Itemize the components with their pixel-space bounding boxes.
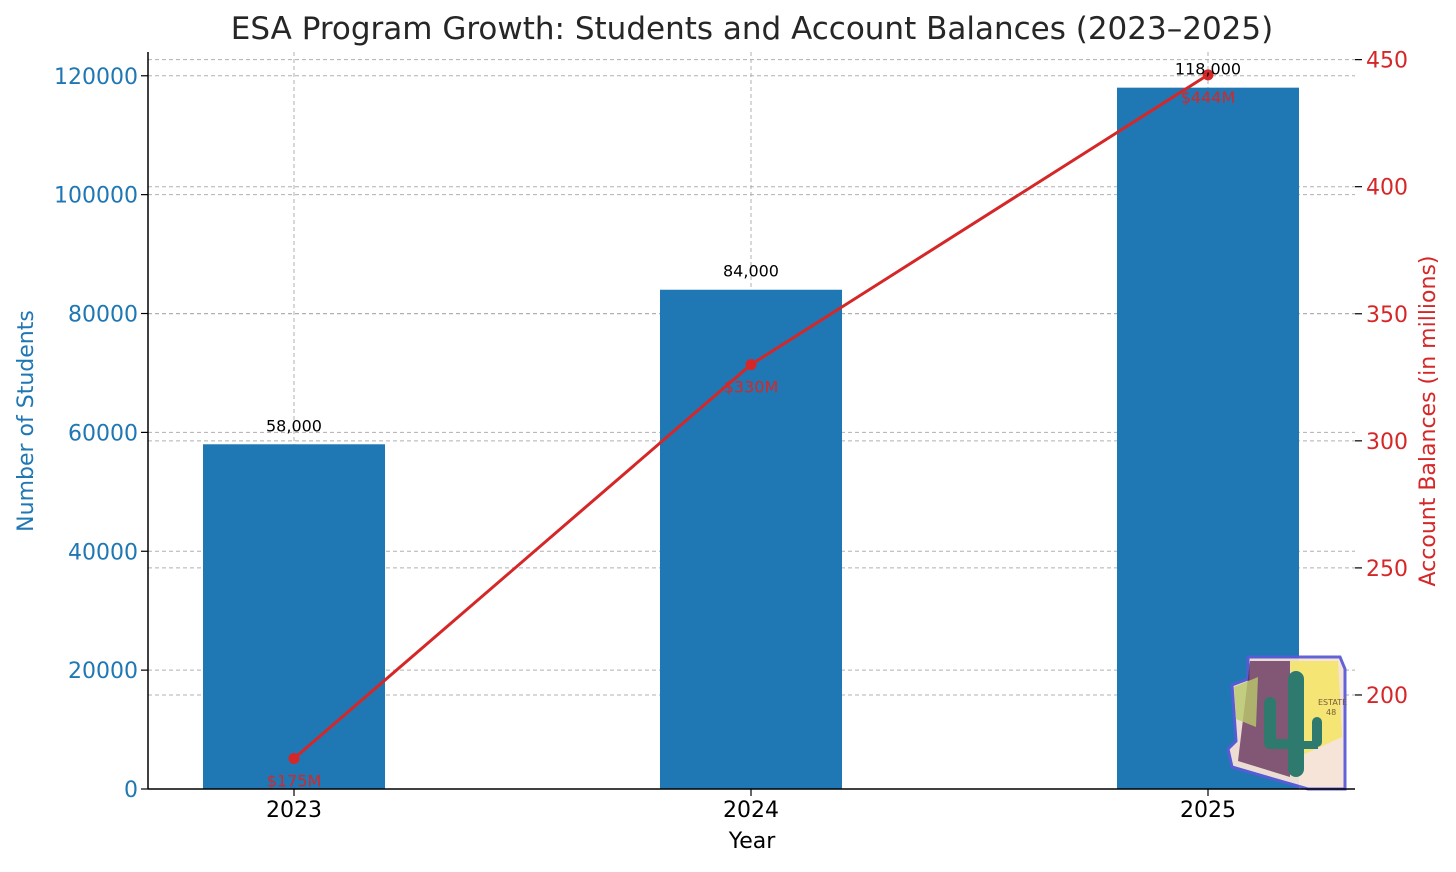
x-tick-label: 2023 [266,798,322,823]
cactus-trunk [1288,671,1304,777]
left-tick-label: 20000 [68,659,138,684]
logo-shape [1234,677,1258,727]
axes: 0 20000 40000 60000 80000 100000 120000 200 250 3… [54,49,1408,823]
bar-data-label: 118,000 [1175,60,1241,79]
x-tick-label: 2024 [723,798,779,823]
left-tick-label: 40000 [68,540,138,565]
left-tick-label: 120000 [54,65,138,90]
cactus-arm [1312,717,1322,747]
right-tick-label: 350 [1366,303,1408,328]
student-bar [660,289,842,789]
left-tick-label: 60000 [68,421,138,446]
cactus-arm [1272,739,1292,749]
line-data-label: $330M [724,378,779,397]
balance-line [288,69,1214,765]
data-labels: 58,000 84,000 118,000 $175M $330M $444M [266,60,1241,791]
right-tick-label: 250 [1366,557,1408,582]
left-tick-label: 100000 [54,184,138,209]
right-tick-label: 200 [1366,684,1408,709]
x-tick-label: 2025 [1180,798,1236,823]
cactus-arm [1300,741,1318,749]
line-data-label: $444M [1181,88,1236,107]
right-tick-label: 300 [1366,430,1408,455]
logo-text: ESTATE [1318,698,1347,707]
chart-title: ESA Program Growth: Students and Account… [231,11,1273,47]
bar-data-label: 84,000 [723,262,779,281]
balance-point [745,359,757,371]
cactus-arm [1264,697,1276,749]
y-axis-label-right: Account Balances (in millions) [1416,256,1441,587]
right-tick-label: 400 [1366,176,1408,201]
balance-point [1202,69,1214,81]
student-bar [203,444,385,789]
student-bars [203,87,1299,789]
left-tick-label: 0 [124,778,138,803]
left-tick-label: 80000 [68,303,138,328]
balance-point [288,753,300,765]
right-tick-label: 450 [1366,49,1408,74]
bar-data-label: 58,000 [266,416,322,435]
x-axis-label: Year [728,829,777,854]
y-axis-label-left: Number of Students [14,310,39,532]
line-data-label: $175M [267,772,322,791]
logo-text: 48 [1326,708,1336,717]
